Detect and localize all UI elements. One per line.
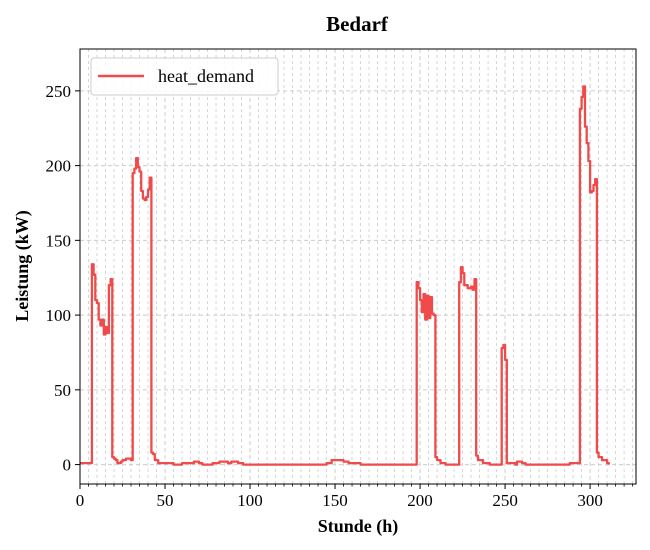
y-axis-label: Leistung (kW) [12, 210, 33, 322]
major-grid [79, 49, 636, 484]
chart-title: Bedarf [326, 12, 389, 36]
legend-box [90, 57, 279, 96]
y-tick-label: 100 [46, 306, 72, 325]
x-axis: 0 50 100 150 200 250 300 [76, 484, 633, 510]
y-tick-label: 250 [46, 82, 72, 101]
minor-grid [88, 49, 633, 484]
series-line-heat_demand [80, 85, 610, 466]
y-tick-label: 0 [63, 456, 72, 475]
legend-label: heat_demand [158, 66, 254, 86]
x-tick-label: 150 [322, 491, 348, 510]
y-tick-label: 50 [54, 381, 71, 400]
plot-area [80, 85, 610, 466]
x-tick-label: 300 [577, 491, 603, 510]
x-axis-label: Stunde (h) [318, 516, 399, 537]
plot-frame [79, 48, 637, 485]
y-tick-label: 150 [46, 231, 72, 250]
legend: heat_demand [90, 57, 279, 96]
y-tick-label: 200 [46, 157, 72, 176]
x-tick-label: 250 [492, 491, 518, 510]
x-tick-label: 50 [157, 491, 174, 510]
y-axis: 0 50 100 150 200 250 [46, 82, 80, 475]
x-tick-label: 100 [237, 491, 263, 510]
x-tick-label: 200 [407, 491, 433, 510]
x-tick-label: 0 [76, 491, 85, 510]
